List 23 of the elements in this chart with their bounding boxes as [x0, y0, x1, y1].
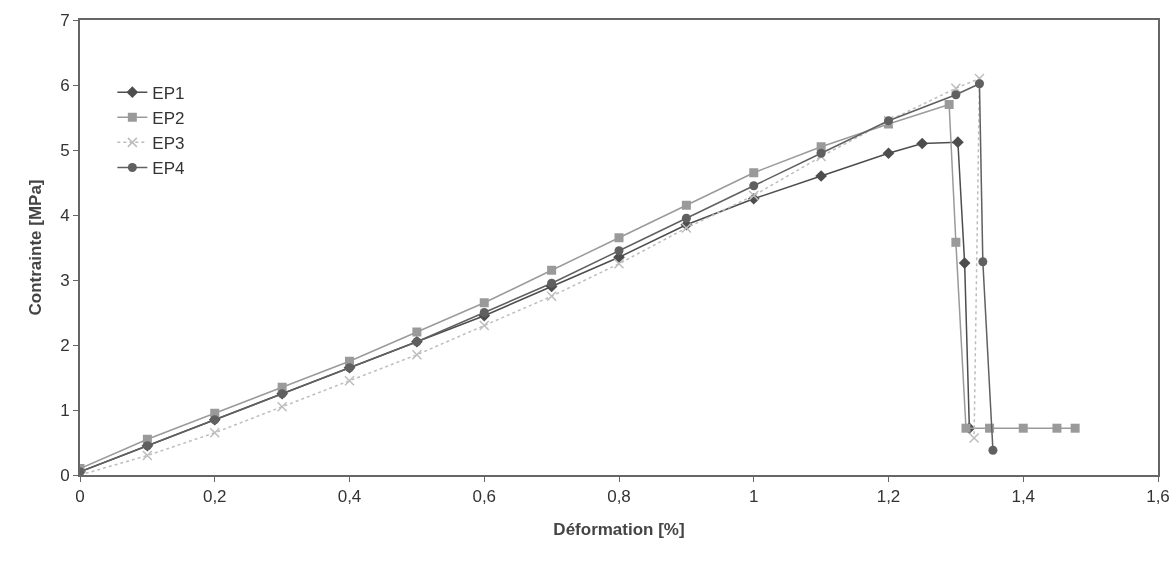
- y-tick-label: 0: [60, 465, 70, 485]
- x-tick-label: 1,6: [1146, 487, 1170, 507]
- x-tick-label: 1: [749, 487, 759, 507]
- x-tick-label: 0,2: [202, 487, 227, 507]
- y-tick-label: 2: [60, 335, 70, 355]
- x-tick-label: 0,6: [472, 487, 497, 507]
- x-tick-label: 1,2: [876, 487, 901, 507]
- y-tick-label: 3: [60, 270, 70, 290]
- legend-label: EP2: [152, 108, 185, 128]
- x-axis-title: Déformation [%]: [553, 520, 685, 540]
- x-tick-label: 1,4: [1011, 487, 1036, 507]
- y-tick-label: 4: [60, 205, 70, 225]
- x-tick-label: 0: [75, 487, 85, 507]
- y-axis-title: Contrainte [MPa]: [26, 179, 46, 316]
- legend-label: EP3: [152, 133, 185, 153]
- legend-label: EP4: [152, 159, 185, 179]
- y-tick-label: 5: [60, 140, 70, 160]
- y-tick-label: 1: [60, 400, 70, 420]
- y-tick-label: 6: [60, 75, 70, 95]
- y-tick-label: 7: [60, 10, 70, 30]
- x-tick-label: 0,8: [607, 487, 631, 507]
- legend-label: EP1: [152, 83, 185, 103]
- x-tick-label: 0,4: [337, 487, 362, 507]
